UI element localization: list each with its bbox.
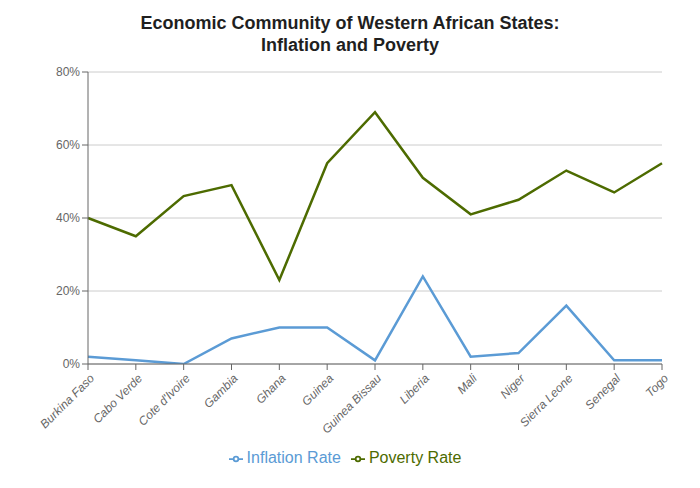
html-text:Poverty Rate: Poverty Rate <box>368 449 462 466</box>
svg-text:Sierra Leone: Sierra Leone <box>517 371 576 430</box>
svg-text:Guinea: Guinea <box>299 371 336 408</box>
svg-text:40%: 40% <box>56 211 80 225</box>
svg-text:Liberia: Liberia <box>397 371 433 407</box>
svg-text:60%: 60% <box>56 138 80 152</box>
svg-text:Togo: Togo <box>643 371 672 400</box>
svg-text:Niger: Niger <box>498 371 529 402</box>
svg-text:Gambia: Gambia <box>201 371 241 411</box>
svg-text:Mali: Mali <box>454 371 480 397</box>
svg-text:Ghana: Ghana <box>253 371 289 407</box>
html-text:Inflation and Poverty: Inflation and Poverty <box>261 35 439 55</box>
svg-text:80%: 80% <box>56 65 80 79</box>
html-text:Inflation Rate: Inflation Rate <box>246 449 341 466</box>
svg-text:0%: 0% <box>63 357 81 371</box>
html-text:Economic Community of Western: Economic Community of Western African St… <box>140 13 560 33</box>
svg-text:Guinea Bissau: Guinea Bissau <box>319 371 384 436</box>
svg-text:Cabo Verde: Cabo Verde <box>90 371 145 427</box>
svg-text:Burkina Faso: Burkina Faso <box>37 371 97 431</box>
svg-text:Cote d'Ivoire: Cote d'Ivoire <box>136 371 193 428</box>
svg-text:20%: 20% <box>56 284 80 298</box>
svg-text:Senegal: Senegal <box>582 371 623 412</box>
